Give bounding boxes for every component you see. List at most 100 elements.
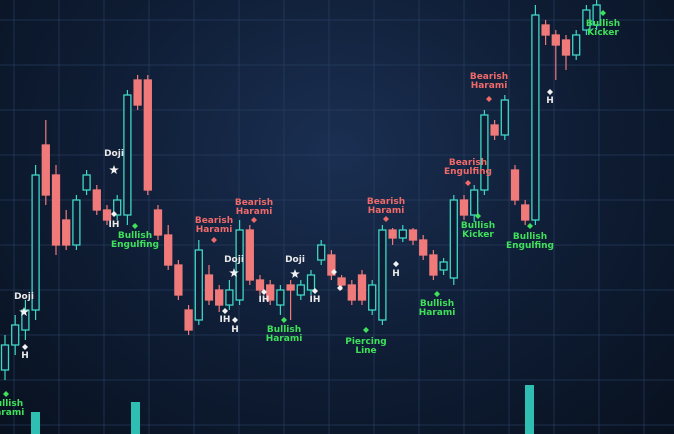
diamond-marker	[261, 289, 267, 295]
candle-body	[357, 274, 367, 301]
diamond-marker	[475, 213, 481, 219]
candle-body	[337, 277, 346, 286]
candle-body	[92, 189, 101, 211]
diamond-marker	[211, 237, 217, 243]
candle-body	[480, 114, 489, 191]
candle-body	[398, 229, 407, 239]
pattern-label: Bearish Harami	[469, 72, 509, 91]
candle-body	[184, 309, 193, 331]
candle-body	[133, 79, 142, 106]
pattern-label: Bullish Engulfing	[110, 231, 159, 250]
candle-body	[378, 229, 387, 321]
candle-body	[429, 254, 438, 276]
candle-body	[510, 169, 520, 201]
candle-body	[225, 289, 234, 306]
candle-body	[500, 99, 509, 136]
candle-body	[388, 229, 397, 239]
candles	[0, 0, 601, 380]
candle-body	[561, 39, 571, 56]
diamond-marker	[281, 317, 287, 323]
candle-body	[541, 24, 550, 36]
volume-bar	[31, 412, 40, 434]
candle-body	[459, 199, 469, 216]
pattern-label: Bearish Harami	[194, 216, 234, 235]
candle-body	[327, 254, 336, 276]
candle-body	[521, 204, 530, 221]
candle-body	[174, 264, 183, 296]
candle-body	[276, 289, 285, 306]
candle-body	[255, 279, 265, 291]
diamond-marker	[600, 10, 606, 16]
pattern-label: IH	[309, 295, 321, 305]
pattern-label: Piercing Line	[345, 337, 387, 356]
pattern-label: Doji	[285, 255, 305, 265]
candle-body	[204, 274, 214, 301]
diamond-marker	[22, 344, 28, 350]
candle-body	[21, 309, 30, 331]
candle-body	[317, 244, 326, 261]
pattern-label: Bullish Kicker	[585, 19, 621, 38]
candle-body	[82, 174, 91, 191]
diamond-marker	[547, 89, 553, 95]
candle-body	[490, 124, 499, 136]
candle-body	[51, 174, 61, 246]
volume-bar	[525, 385, 534, 434]
diamond-marker	[232, 317, 238, 323]
pattern-label: Bullish Harami	[265, 325, 303, 344]
pattern-label: Bullish Engulfing	[505, 232, 554, 251]
candle-body	[449, 199, 458, 279]
pattern-label: IH	[219, 315, 231, 325]
diamond-marker	[434, 291, 440, 297]
diamond-marker	[383, 216, 389, 222]
diamond-marker	[486, 96, 492, 102]
diamond-marker	[312, 288, 318, 294]
pattern-markers	[3, 10, 606, 397]
candle-body	[419, 239, 428, 256]
candle-body	[266, 284, 275, 301]
diamond-marker	[3, 391, 9, 397]
pattern-label: Bullish Harami	[418, 299, 456, 318]
candle-body	[408, 229, 418, 241]
candle-body	[245, 229, 254, 281]
diamond-marker	[331, 269, 337, 275]
star-marker	[290, 269, 300, 278]
pattern-label: Doji	[104, 149, 124, 159]
candle-body	[572, 34, 581, 56]
star-marker	[19, 307, 29, 316]
diamond-marker	[111, 211, 117, 217]
pattern-label: Bearish Harami	[366, 197, 406, 216]
candle-body	[11, 324, 20, 346]
star-marker	[109, 165, 119, 174]
candle-body	[194, 249, 203, 321]
candle-body	[113, 199, 122, 216]
candle-body	[296, 284, 305, 296]
diamond-marker	[527, 223, 533, 229]
pattern-label: Bearish Engulfing	[443, 158, 492, 177]
candle-body	[347, 284, 356, 301]
pattern-label: H	[21, 351, 29, 361]
candle-body	[531, 14, 540, 221]
candle-body	[0, 344, 10, 371]
candle-body	[62, 219, 71, 246]
diamond-marker	[363, 327, 369, 333]
candle-body	[215, 289, 224, 306]
candle-body	[551, 34, 560, 46]
pattern-label: H	[546, 96, 554, 106]
pattern-label: Bearish Harami	[234, 198, 274, 217]
candle-body	[72, 199, 81, 246]
candle-body	[31, 174, 40, 311]
pattern-label: IH	[108, 220, 120, 230]
diamond-marker	[337, 285, 343, 291]
diamond-marker	[132, 223, 138, 229]
candle-body	[102, 209, 112, 221]
candle-body	[582, 9, 591, 31]
candle-body	[368, 284, 377, 311]
diamond-marker	[465, 180, 471, 186]
diamond-marker	[222, 308, 228, 314]
volume-bar	[131, 402, 140, 434]
pattern-label: IH	[258, 295, 270, 305]
diamond-marker	[393, 261, 399, 267]
